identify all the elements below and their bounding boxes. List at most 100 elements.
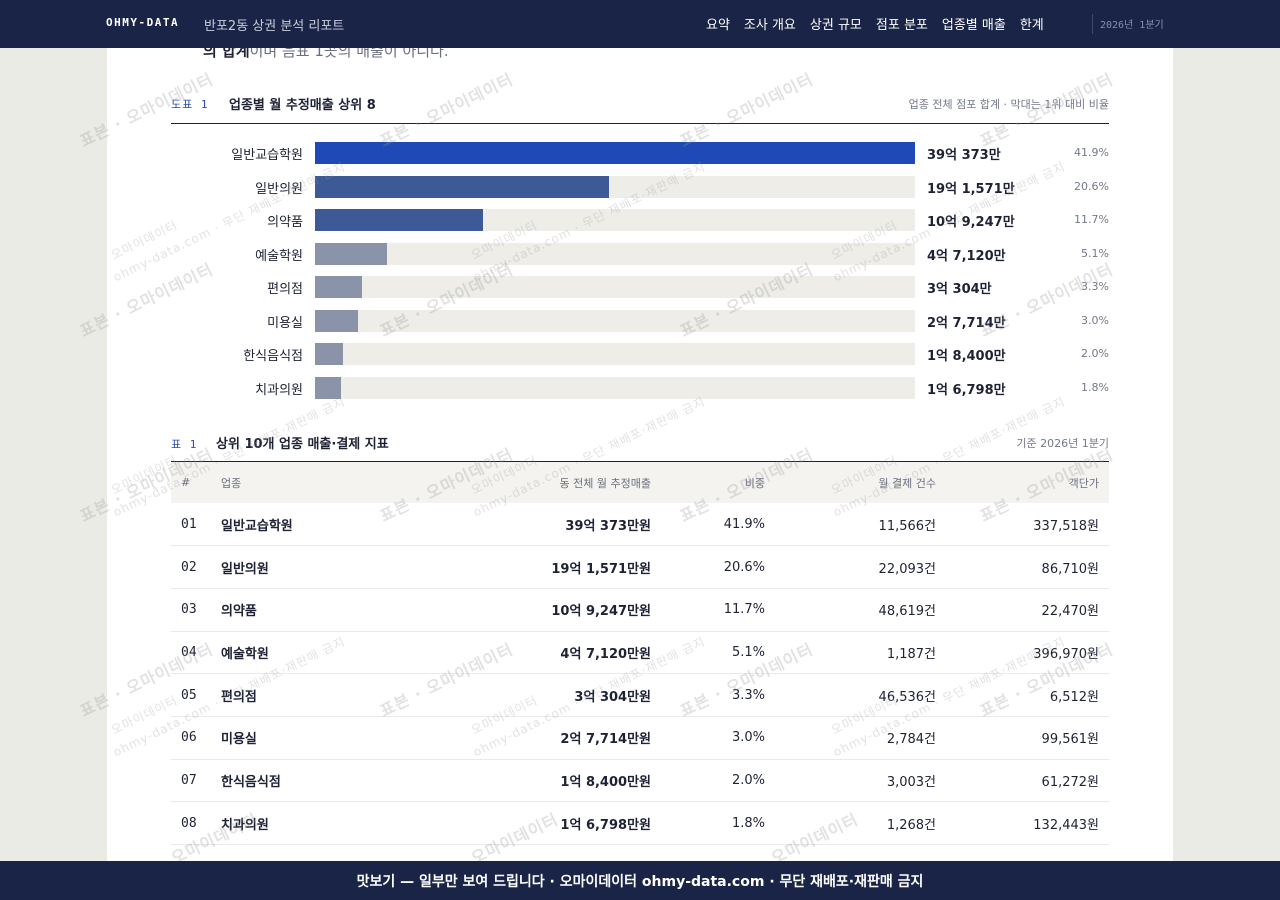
share-cell: 11.7%	[661, 588, 775, 632]
section-nav: 요약 조사 개요 상권 규모 점포 분포 업종별 매출 한계	[706, 14, 1058, 33]
lead-emphasis: 의 합계	[203, 48, 250, 60]
nav-market-size[interactable]: 상권 규모	[809, 18, 862, 33]
industry-cell: 편의점	[211, 673, 351, 717]
transactions-cell: 22,093건	[775, 545, 946, 589]
bar-share-label: 5.1%	[1081, 246, 1109, 260]
industry-cell: 미용실	[211, 716, 351, 760]
transactions-cell: 3,003건	[775, 759, 946, 803]
table-row: 08 치과의원 1억 6,798만원 1.8% 1,268건 132,443원	[171, 801, 1109, 845]
bar-row: 의약품 10억 9,247만 11.7%	[171, 209, 1109, 231]
table-header: 표 1 상위 10개 업종 매출·결제 지표 기준 2026년 1분기	[171, 429, 1109, 462]
share-cell: 3.3%	[661, 673, 775, 717]
transactions-cell: 1,187건	[775, 631, 946, 675]
table-row: 02 일반의원 19억 1,571만원 20.6% 22,093건 86,710원	[171, 545, 1109, 589]
rank-cell: 01	[171, 503, 211, 547]
share-cell: 3.0%	[661, 716, 775, 760]
industry-cell: 의약품	[211, 588, 351, 632]
col-rank: #	[171, 462, 211, 503]
avg-ticket-cell: 61,272원	[946, 759, 1109, 803]
industry-cell: 치과의원	[211, 801, 351, 845]
bar-track	[315, 175, 915, 198]
col-avg-ticket: 객단가	[946, 462, 1109, 503]
bar-value-label: 39억 373만	[927, 148, 1001, 163]
bar-track	[315, 276, 915, 298]
table-row: 01 일반교습학원 39억 373만원 41.9% 11,566건 337,518원	[171, 503, 1109, 547]
transactions-cell: 48,619건	[775, 588, 946, 632]
table-body: 01 일반교습학원 39억 373만원 41.9% 11,566건 337,518원 02 일…	[171, 503, 1109, 845]
industry-cell: 일반교습학원	[211, 503, 351, 547]
bar-value-label: 19억 1,571만	[927, 181, 1015, 197]
sales-cell: 1억 8,400만원	[351, 759, 661, 803]
bar-value-label: 1억 8,400만	[927, 349, 1006, 364]
bar-track	[315, 242, 915, 265]
bar-share-label: 2.0%	[1081, 347, 1109, 360]
sales-cell: 1억 6,798만원	[351, 801, 661, 845]
bar-row: 편의점 3억 304만 3.3%	[171, 276, 1109, 298]
industry-cell: 예술학원	[211, 631, 351, 675]
bar	[315, 343, 344, 365]
bar-category-label: 예술학원	[255, 248, 303, 264]
avg-ticket-cell: 396,970원	[946, 631, 1109, 675]
bar-share-label: 3.0%	[1081, 313, 1109, 327]
transactions-cell: 46,536건	[775, 673, 946, 717]
bar	[315, 175, 610, 198]
table-row: 07 한식음식점 1억 8,400만원 2.0% 3,003건 61,272원	[171, 759, 1109, 803]
bar-row: 일반의원 19억 1,571만 20.6%	[171, 175, 1109, 198]
share-cell: 5.1%	[661, 631, 775, 675]
top-navbar: OHMY-DATA 반포2동 상권 분석 리포트 요약 조사 개요 상권 규모 …	[0, 0, 1280, 48]
share-cell: 20.6%	[661, 545, 775, 589]
avg-ticket-cell: 132,443원	[946, 801, 1109, 845]
bar-track	[315, 142, 915, 164]
transactions-cell: 11,566건	[775, 503, 946, 547]
bar-track	[315, 376, 915, 399]
figure-header: 도표 1 업종별 월 추정매출 상위 8 업종 전체 점포 합계 · 막대는 1…	[171, 94, 1109, 124]
bar	[315, 376, 341, 399]
table-row: 04 예술학원 4억 7,120만원 5.1% 1,187건 396,970원	[171, 631, 1109, 675]
nav-survey-overview[interactable]: 조사 개요	[743, 18, 796, 33]
bar-share-label: 3.3%	[1081, 280, 1109, 293]
bar	[315, 209, 483, 231]
sales-cell: 39억 373만원	[351, 503, 661, 547]
rank-cell: 08	[171, 801, 211, 845]
sales-cell: 2억 7,714만원	[351, 716, 661, 760]
bar-category-label: 일반교습학원	[231, 148, 303, 163]
bar-row: 예술학원 4억 7,120만 5.1%	[171, 242, 1109, 265]
industry-cell: 일반의원	[211, 545, 351, 589]
bar-row: 치과의원 1억 6,798만 1.8%	[171, 376, 1109, 399]
nav-divider	[1092, 14, 1093, 34]
nav-sales-by-industry[interactable]: 업종별 매출	[941, 18, 1006, 33]
metrics-table: # 업종 동 전체 월 추정매출 비중 월 결제 건수 객단가 01 일반교습학원…	[171, 462, 1109, 845]
bar-category-label: 편의점	[267, 282, 303, 297]
bar-share-label: 11.7%	[1074, 213, 1109, 226]
col-transactions: 월 결제 건수	[775, 462, 946, 503]
bar-category-label: 미용실	[267, 315, 303, 331]
table-tag: 표 1	[171, 438, 198, 451]
avg-ticket-cell: 6,512원	[946, 673, 1109, 717]
avg-ticket-cell: 22,470원	[946, 588, 1109, 632]
rank-cell: 05	[171, 673, 211, 717]
transactions-cell: 1,268건	[775, 801, 946, 845]
bar-share-label: 1.8%	[1081, 380, 1109, 394]
nav-limitations[interactable]: 한계	[1019, 18, 1044, 33]
industry-cell: 한식음식점	[211, 759, 351, 803]
footer-text: 맛보기 — 일부만 보여 드립니다 · 오마이데이터 ohmy-data.com…	[356, 874, 924, 890]
rank-cell: 04	[171, 631, 211, 675]
share-cell: 41.9%	[661, 503, 775, 547]
rank-cell: 02	[171, 545, 211, 589]
bar-category-label: 치과의원	[255, 382, 303, 398]
brand-logo[interactable]: OHMY-DATA	[106, 16, 180, 29]
nav-summary[interactable]: 요약	[706, 18, 730, 33]
table-head-row: # 업종 동 전체 월 추정매출 비중 월 결제 건수 객단가	[171, 462, 1109, 503]
bar-track	[315, 209, 915, 231]
period-label: 2026년 1분기	[1100, 20, 1164, 31]
avg-ticket-cell: 337,518원	[946, 503, 1109, 547]
avg-ticket-cell: 99,561원	[946, 716, 1109, 760]
lead-paragraph: 의 합계이며 음표 1곳의 매출이 아니다.	[203, 48, 449, 61]
bar-value-label: 1억 6,798만	[927, 382, 1006, 398]
nav-store-distribution[interactable]: 점포 분포	[875, 18, 928, 33]
rank-cell: 06	[171, 716, 211, 760]
avg-ticket-cell: 86,710원	[946, 545, 1109, 589]
figure-tag: 도표 1	[171, 98, 209, 111]
bar-track	[315, 343, 915, 365]
bar	[315, 276, 362, 298]
